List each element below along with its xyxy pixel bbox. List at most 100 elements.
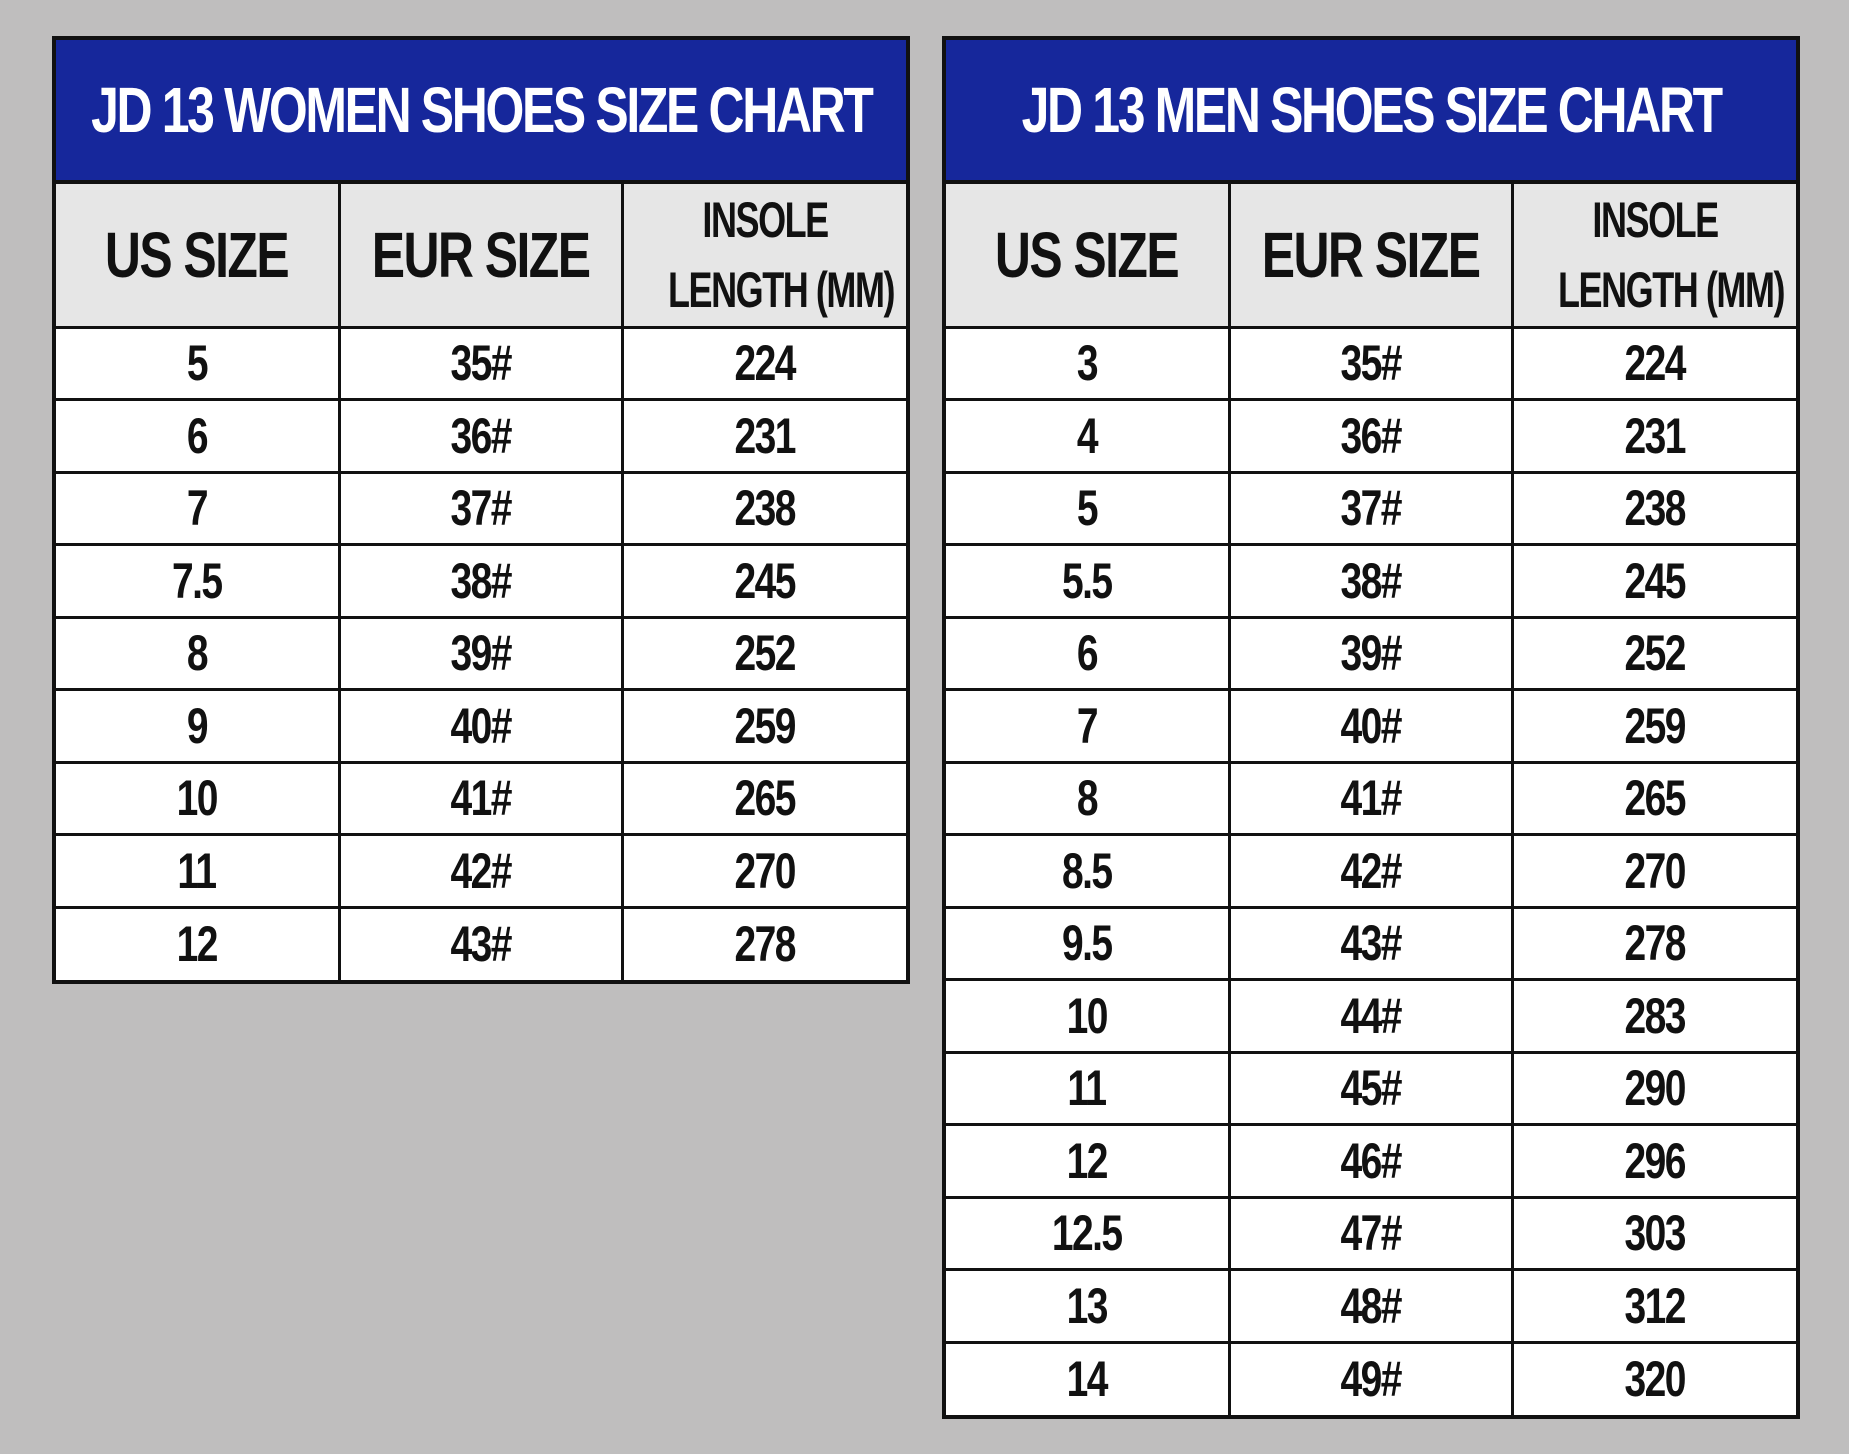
men-size-table: US SIZE EUR SIZE INSOLE LENGTH (MM) 3 35#… [946,184,1796,1415]
table-row: 11 45# 290 [946,1050,1796,1126]
eur-size-cell-value: 49# [1340,1351,1403,1407]
eur-size-cell: 41# [337,760,625,836]
eur-size-cell: 35# [337,325,625,401]
eur-size-cell-value: 40# [1340,697,1403,754]
insole-length-cell-value: 296 [1624,1132,1687,1189]
insole-length-cell-value: 252 [1624,625,1687,682]
eur-size-cell: 39# [1227,615,1515,691]
us-size-cell: 5.5 [946,543,1231,619]
insole-length-cell-value: 259 [1624,697,1687,754]
eur-size-cell: 48# [1227,1268,1515,1344]
insole-length-cell: 320 [1511,1340,1796,1415]
insole-length-cell-value: 283 [1624,987,1687,1044]
us-size-cell-value: 9.5 [1062,915,1113,972]
us-size-cell: 8.5 [946,833,1231,909]
women-header-eur-size: EUR SIZE [337,184,625,329]
table-row: 8 41# 265 [946,760,1796,836]
insole-length-cell-value: 224 [1624,335,1687,392]
eur-size-cell-value: 38# [450,552,513,609]
insole-length-cell-value: 245 [734,552,797,609]
table-row: 3 35# 224 [946,325,1796,401]
eur-size-cell-value: 37# [450,480,513,537]
us-size-cell-value: 6 [1076,625,1099,682]
eur-size-cell: 47# [1227,1195,1515,1271]
table-row: 6 39# 252 [946,615,1796,691]
insole-length-cell: 224 [1511,325,1796,401]
insole-length-cell-value: 278 [1624,915,1687,972]
insole-length-cell: 231 [621,398,906,474]
eur-size-cell-value: 47# [1340,1205,1403,1262]
insole-length-cell-value: 238 [1624,480,1687,537]
eur-size-cell-value: 45# [1340,1060,1403,1117]
men-chart-title-bar: JD 13 MEN SHOES SIZE CHART [946,40,1796,184]
us-size-cell-value: 9 [186,697,209,754]
us-size-cell: 5 [946,470,1231,546]
us-size-cell: 3 [946,325,1231,401]
table-row: 6 36# 231 [56,398,906,474]
eur-size-cell-value: 44# [1340,987,1403,1044]
table-row: 10 41# 265 [56,760,906,836]
insole-length-cell-value: 278 [734,916,797,972]
us-size-cell-value: 13 [1066,1277,1109,1334]
us-size-cell-value: 10 [1066,987,1109,1044]
insole-length-cell: 270 [1511,833,1796,909]
insole-length-cell: 238 [1511,470,1796,546]
eur-size-cell-value: 41# [450,770,513,827]
eur-size-cell-value: 42# [1340,842,1403,899]
us-size-cell: 8 [56,615,341,691]
eur-size-cell-value: 36# [450,407,513,464]
eur-size-cell: 43# [337,905,625,980]
us-size-cell: 6 [56,398,341,474]
us-size-cell: 12.5 [946,1195,1231,1271]
eur-size-cell: 39# [337,615,625,691]
eur-size-cell: 38# [337,543,625,619]
eur-size-cell: 36# [1227,398,1515,474]
women-table-body: 5 35# 224 6 36# 231 7 37# 238 7.5 38# 245 8 39# 252 9 40… [56,325,906,980]
us-size-cell-value: 6 [186,407,209,464]
insole-length-cell-value: 231 [734,407,797,464]
table-row: 12 43# 278 [56,905,906,980]
insole-length-cell-value: 231 [1624,407,1687,464]
insole-length-cell: 312 [1511,1268,1796,1344]
eur-size-cell-value: 37# [1340,480,1403,537]
insole-length-cell-value: 252 [734,625,797,682]
eur-size-cell: 35# [1227,325,1515,401]
table-row: 5.5 38# 245 [946,543,1796,619]
table-row: 11 42# 270 [56,833,906,909]
eur-size-cell: 40# [1227,688,1515,764]
insole-length-cell-value: 265 [734,770,797,827]
eur-size-cell-value: 39# [1340,625,1403,682]
us-size-cell-value: 4 [1076,407,1099,464]
us-size-cell-value: 10 [176,770,219,827]
men-header-us-size: US SIZE [946,184,1231,329]
women-header-row: US SIZE EUR SIZE INSOLE LENGTH (MM) [56,184,906,329]
insole-length-cell-value: 270 [1624,842,1687,899]
table-row: 5 37# 238 [946,470,1796,546]
us-size-cell-value: 11 [177,842,218,899]
table-row: 9 40# 259 [56,688,906,764]
table-row: 7.5 38# 245 [56,543,906,619]
table-row: 5 35# 224 [56,325,906,401]
us-size-cell-value: 3 [1076,335,1099,392]
us-size-cell-value: 8 [1076,770,1099,827]
us-size-cell: 7 [946,688,1231,764]
insole-length-cell: 265 [621,760,906,836]
women-size-table: US SIZE EUR SIZE INSOLE LENGTH (MM) 5 35#… [56,184,906,980]
insole-length-cell: 265 [1511,760,1796,836]
us-size-cell: 10 [56,760,341,836]
us-size-cell-value: 14 [1066,1351,1109,1407]
insole-length-cell: 290 [1511,1050,1796,1126]
women-header-insole-length: INSOLE LENGTH (MM) [621,184,906,329]
eur-size-cell: 40# [337,688,625,764]
men-size-chart: JD 13 MEN SHOES SIZE CHART US SIZE EUR S… [942,36,1800,1419]
insole-length-cell: 278 [621,905,906,980]
us-size-cell: 12 [56,905,341,980]
us-size-cell: 6 [946,615,1231,691]
men-chart-title: JD 13 MEN SHOES SIZE CHART [1021,74,1723,146]
eur-size-cell-value: 43# [450,916,513,972]
eur-size-cell: 37# [1227,470,1515,546]
us-size-cell: 7.5 [56,543,341,619]
us-size-cell: 11 [56,833,341,909]
insole-length-cell-value: 265 [1624,770,1687,827]
table-row: 14 49# 320 [946,1340,1796,1415]
